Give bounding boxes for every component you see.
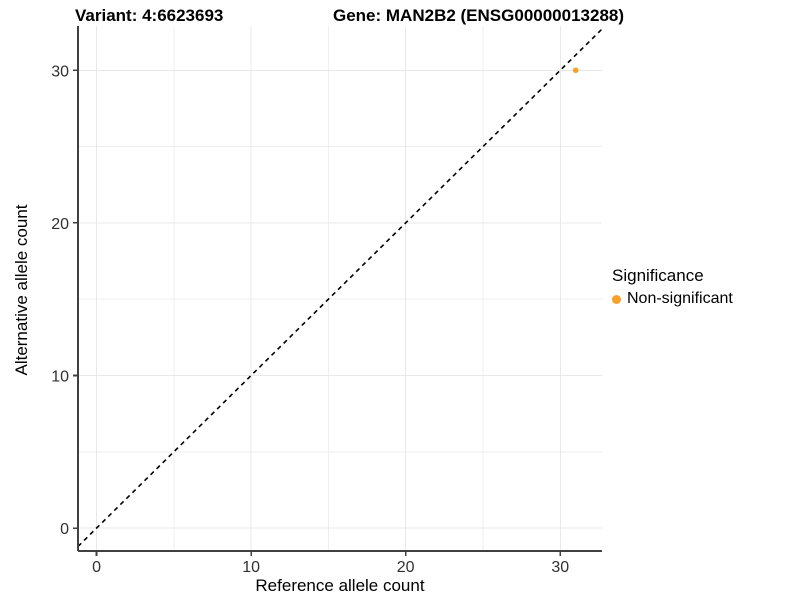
x-tick-label: 20 bbox=[397, 559, 415, 576]
y-tick-label: 20 bbox=[51, 216, 69, 233]
x-tick-label: 0 bbox=[92, 559, 101, 576]
data-point bbox=[572, 67, 579, 74]
identity-reference-line bbox=[77, 28, 603, 547]
variant-title: Variant: 4:6623693 bbox=[75, 6, 224, 25]
legend-item-non-significant: Non-significant bbox=[612, 290, 733, 308]
legend-item-label: Non-significant bbox=[627, 290, 733, 307]
y-tick-label: 30 bbox=[51, 63, 69, 80]
legend-title: Significance bbox=[612, 266, 704, 285]
y-tick-label: 10 bbox=[51, 368, 69, 385]
x-tick-label: 30 bbox=[551, 559, 569, 576]
legend: Significance Non-significant bbox=[612, 266, 733, 308]
gene-title: Gene: MAN2B2 (ENSG00000013288) bbox=[333, 6, 625, 25]
x-tick-label: 10 bbox=[242, 559, 260, 576]
legend-point-swatch bbox=[612, 294, 621, 304]
x-axis-title: Reference allele count bbox=[255, 576, 425, 595]
y-tick-label: 0 bbox=[60, 521, 69, 538]
y-axis-title: Alternative allele count bbox=[12, 204, 31, 376]
